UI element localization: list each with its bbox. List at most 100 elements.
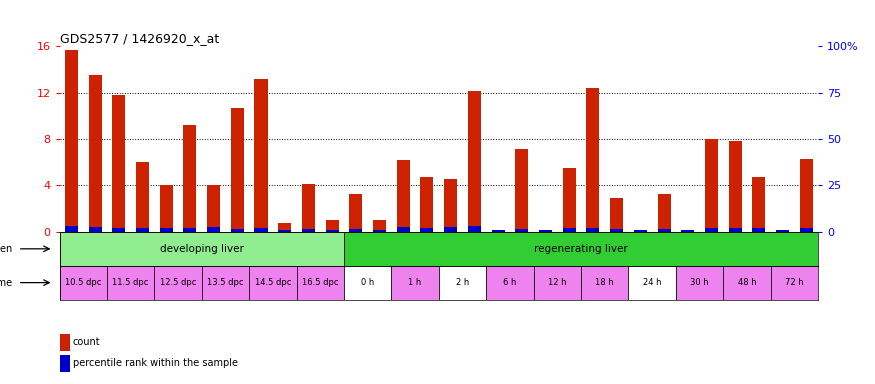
Bar <box>421 228 433 232</box>
Bar <box>492 230 505 232</box>
Bar <box>373 220 386 232</box>
Text: 0 h: 0 h <box>361 278 374 287</box>
Bar <box>705 139 718 232</box>
Bar <box>752 177 766 232</box>
Bar <box>184 125 196 232</box>
Bar <box>159 228 172 232</box>
Text: percentile rank within the sample: percentile rank within the sample <box>73 358 238 368</box>
Bar <box>159 185 172 232</box>
Bar <box>349 229 362 232</box>
Bar <box>586 228 599 232</box>
Bar <box>563 168 576 232</box>
Text: 12.5 dpc: 12.5 dpc <box>160 278 196 287</box>
Bar <box>231 229 244 232</box>
Text: regenerating liver: regenerating liver <box>534 244 628 254</box>
Bar <box>563 228 576 232</box>
Text: developing liver: developing liver <box>160 244 243 254</box>
Bar <box>112 95 125 232</box>
Bar <box>800 228 813 232</box>
Bar <box>391 266 439 300</box>
Text: 48 h: 48 h <box>738 278 756 287</box>
Bar <box>60 266 107 300</box>
Bar <box>776 230 789 232</box>
Bar <box>154 266 202 300</box>
Bar <box>255 79 268 232</box>
Bar <box>344 232 818 266</box>
Bar <box>297 266 344 300</box>
Bar <box>207 227 220 232</box>
Bar <box>468 225 481 232</box>
Text: count: count <box>73 337 101 347</box>
Bar <box>326 230 339 232</box>
Bar <box>539 230 552 232</box>
Bar <box>724 266 771 300</box>
Bar <box>657 194 670 232</box>
Bar <box>729 141 742 232</box>
Bar <box>136 162 149 232</box>
Bar <box>586 88 599 232</box>
Bar <box>65 226 78 232</box>
Bar <box>88 227 102 232</box>
Text: 30 h: 30 h <box>690 278 709 287</box>
Bar <box>255 228 268 232</box>
Text: 14.5 dpc: 14.5 dpc <box>255 278 291 287</box>
Bar <box>515 229 528 232</box>
Bar <box>249 266 297 300</box>
Bar <box>610 229 623 232</box>
Bar <box>800 159 813 232</box>
Bar <box>326 220 339 232</box>
Bar <box>349 194 362 232</box>
Bar <box>657 229 670 232</box>
Bar <box>344 266 391 300</box>
Bar <box>184 228 196 232</box>
Bar <box>771 266 818 300</box>
Bar <box>60 232 344 266</box>
Bar <box>676 266 724 300</box>
Text: 18 h: 18 h <box>596 278 614 287</box>
Bar <box>136 228 149 232</box>
Bar <box>705 228 718 232</box>
Text: specimen: specimen <box>0 244 12 254</box>
Text: 16.5 dpc: 16.5 dpc <box>302 278 339 287</box>
Bar <box>539 230 552 232</box>
Bar <box>444 179 457 232</box>
Text: 13.5 dpc: 13.5 dpc <box>207 278 244 287</box>
Bar <box>207 185 220 232</box>
Bar <box>231 108 244 232</box>
Bar <box>776 230 789 232</box>
Bar <box>634 230 647 232</box>
Bar <box>421 177 433 232</box>
Bar <box>534 266 581 300</box>
Bar <box>682 230 694 232</box>
Bar <box>444 227 457 232</box>
Bar <box>278 230 291 232</box>
Text: 1 h: 1 h <box>409 278 422 287</box>
Bar <box>65 50 78 232</box>
Text: 2 h: 2 h <box>456 278 469 287</box>
Text: 12 h: 12 h <box>548 278 567 287</box>
Text: 72 h: 72 h <box>785 278 804 287</box>
Bar <box>628 266 676 300</box>
Bar <box>396 160 410 232</box>
Bar <box>729 228 742 232</box>
Bar <box>515 149 528 232</box>
Bar <box>752 228 766 232</box>
Bar <box>682 230 694 232</box>
Bar <box>396 227 410 232</box>
Bar <box>634 230 647 232</box>
Bar <box>581 266 628 300</box>
Bar <box>492 230 505 232</box>
Text: GDS2577 / 1426920_x_at: GDS2577 / 1426920_x_at <box>60 32 219 45</box>
Bar <box>112 228 125 232</box>
Bar <box>468 91 481 232</box>
Text: 11.5 dpc: 11.5 dpc <box>112 278 149 287</box>
Bar <box>107 266 154 300</box>
Bar <box>88 75 102 232</box>
Bar <box>373 230 386 232</box>
Bar <box>202 266 249 300</box>
Bar <box>610 198 623 232</box>
Bar <box>487 266 534 300</box>
Bar <box>302 229 315 232</box>
Bar <box>439 266 487 300</box>
Text: 10.5 dpc: 10.5 dpc <box>65 278 102 287</box>
